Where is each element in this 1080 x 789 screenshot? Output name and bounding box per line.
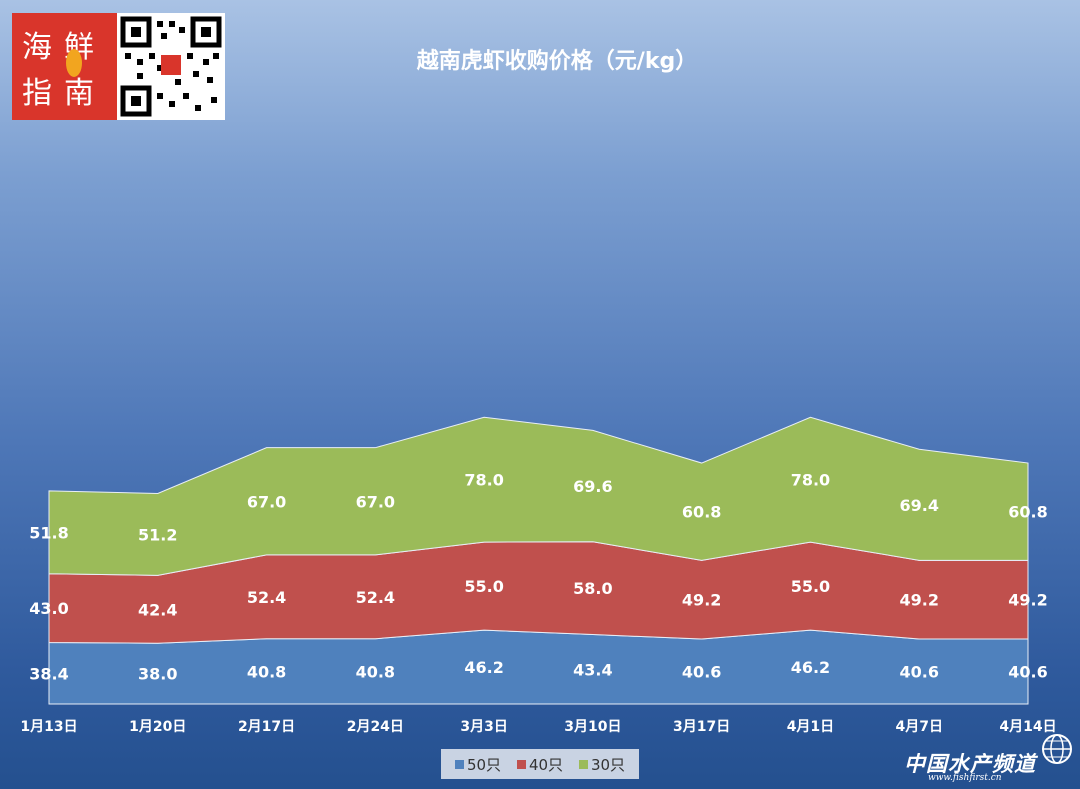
logo-glyph-icon: 海 鲜 指 南 [22,30,94,111]
data-label-s1-7: 55.0 [791,577,830,596]
x-tick-label-4: 3月3日 [460,719,507,735]
data-label-s1-1: 42.4 [138,600,177,619]
area-series-group [48,416,1029,705]
x-tick-label-3: 2月24日 [347,719,404,735]
x-tick-label-7: 4月1日 [787,719,834,735]
data-label-s2-0: 51.8 [29,523,68,542]
data-label-s1-2: 52.4 [247,588,286,607]
data-label-s2-9: 60.8 [1008,503,1047,522]
logo: 海 鲜 指 南 [12,13,117,120]
legend-label-40: 40只 [528,755,564,774]
x-tick-label-2: 2月17日 [238,719,295,735]
data-label-s2-3: 67.0 [356,492,395,511]
data-label-s2-7: 78.0 [791,471,830,490]
data-label-s1-6: 49.2 [682,591,721,610]
legend-label-30: 30只 [590,755,626,774]
data-label-s0-7: 46.2 [791,658,830,677]
data-label-s0-0: 38.4 [29,664,68,683]
legend-swatch-30 [578,759,588,769]
x-tick-label-0: 1月13日 [20,719,77,735]
data-label-s2-8: 69.4 [899,496,938,515]
legend-swatch-50 [454,759,464,769]
data-label-s0-4: 46.2 [464,658,503,677]
data-label-s1-4: 55.0 [464,577,503,596]
data-label-s0-8: 40.6 [899,663,938,682]
x-tick-label-1: 1月20日 [129,719,186,735]
legend-item-30: 30只 [578,754,626,775]
data-label-s1-0: 43.0 [29,599,68,618]
svg-text:海: 海 [22,30,52,65]
legend: 50只 40只 30只 [441,749,639,779]
data-labels-group: 38.4 38.0 40.8 40.8 46.2 43.4 40.6 46.2 40.6 40.6… [29,471,1047,684]
x-tick-label-9: 4月14日 [999,719,1056,735]
legend-label-50: 50只 [466,755,502,774]
data-label-s0-1: 38.0 [138,665,177,684]
data-label-s1-5: 58.0 [573,579,612,598]
legend-item-50: 50只 [454,754,502,775]
data-label-s1-3: 52.4 [356,588,395,607]
data-label-s2-4: 78.0 [464,471,503,490]
globe-icon [1042,734,1072,764]
x-tick-label-5: 3月10日 [564,719,621,735]
svg-text:南: 南 [64,76,94,111]
watermark-url: www.fishfirst.cn [928,773,1002,783]
data-label-s0-3: 40.8 [356,662,395,681]
chart-title: 越南虎虾收购价格（元/kg） [416,48,697,74]
data-label-s0-5: 43.4 [573,660,612,679]
data-label-s2-1: 51.2 [138,525,177,544]
legend-item-40: 40只 [516,754,564,775]
x-tick-label-8: 4月7日 [895,719,942,735]
data-label-s0-9: 40.6 [1008,663,1047,682]
svg-text:指: 指 [22,76,52,111]
x-axis-ticks: 1月13日 1月20日 2月17日 2月24日 3月3日 3月10日 3月17日 4月1日 4月… [20,719,1056,735]
data-label-s0-6: 40.6 [682,663,721,682]
area-series-2 [48,416,1029,576]
data-label-s0-2: 40.8 [247,662,286,681]
x-tick-label-6: 3月17日 [673,719,730,735]
qr-code-icon [117,13,225,120]
data-label-s2-2: 67.0 [247,492,286,511]
data-label-s2-6: 60.8 [682,503,721,522]
data-label-s1-9: 49.2 [1008,591,1047,610]
legend-swatch-40 [516,759,526,769]
data-label-s2-5: 69.6 [573,477,612,496]
watermark: 中国水产频道 [904,752,1036,776]
data-label-s1-8: 49.2 [899,591,938,610]
